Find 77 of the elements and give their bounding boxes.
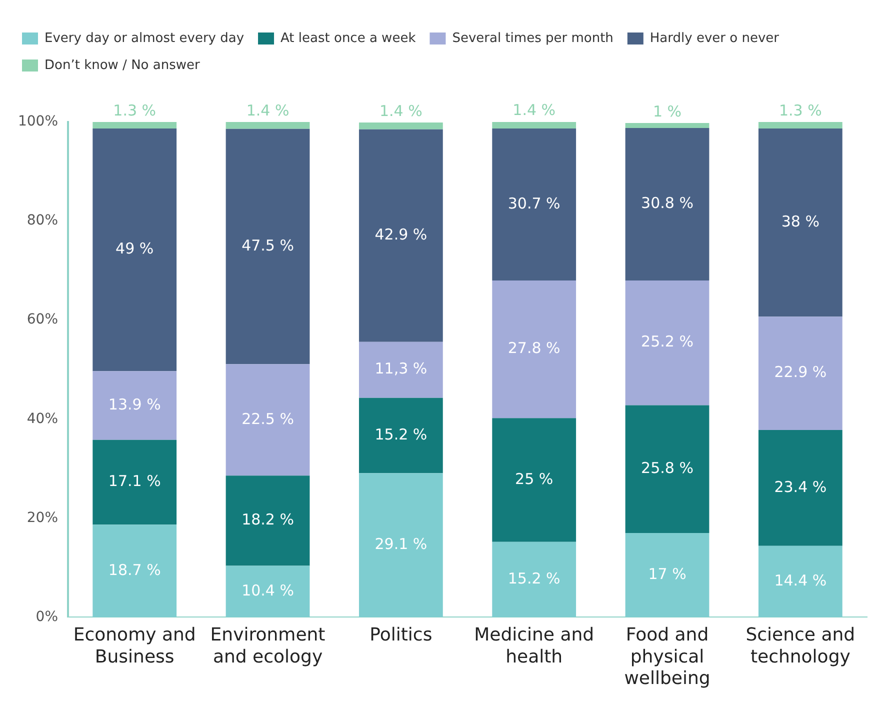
bar <box>358 122 443 130</box>
data-label: 14.4 % <box>774 571 827 590</box>
data-label: 18.7 % <box>108 560 161 579</box>
legend-label: At least once a week <box>280 30 416 46</box>
bar <box>758 128 842 317</box>
data-label: 17.1 % <box>108 472 161 490</box>
y-tick-label: 0% <box>36 608 58 625</box>
data-label: 1.3 % <box>778 101 822 120</box>
x-tick-label: Politics <box>370 624 432 646</box>
data-label: 11,3 % <box>374 360 428 378</box>
data-label: 22.5 % <box>242 410 294 428</box>
bar <box>226 128 310 364</box>
legend-label: Every day or almost every day <box>44 30 244 46</box>
bar <box>92 524 177 618</box>
bar <box>625 128 710 280</box>
bar <box>358 473 443 618</box>
data-label: 1.4 % <box>512 100 556 119</box>
bar <box>758 316 842 430</box>
legend-label: Several times per month <box>452 30 614 46</box>
bar <box>625 280 710 406</box>
data-label: 38 % <box>781 212 820 230</box>
data-label: 49 % <box>116 240 154 258</box>
bar <box>358 129 443 342</box>
bar <box>492 542 576 618</box>
data-label: 30.7 % <box>508 194 560 212</box>
bar <box>625 122 710 128</box>
bar <box>492 122 576 128</box>
data-label: 47.5 % <box>242 236 294 254</box>
data-label: 15.2 % <box>374 425 428 444</box>
data-label: 30.8 % <box>641 194 694 212</box>
y-tick-label: 60% <box>26 312 58 328</box>
x-tick-label: Medicine and health <box>474 624 594 668</box>
data-label: 22.9 % <box>774 363 827 382</box>
bar <box>226 476 310 566</box>
y-tick-label: 100% <box>18 114 58 130</box>
x-tick-label: Science and technology <box>746 624 856 668</box>
bar <box>92 122 177 128</box>
data-label: 27.8 % <box>508 339 560 358</box>
x-tick-label: Environment and ecology <box>210 624 326 668</box>
bar <box>226 566 310 618</box>
bar <box>625 405 710 534</box>
bar <box>492 128 576 280</box>
data-label: 29.1 % <box>374 535 428 554</box>
x-tick-label: Economy and Business <box>73 624 196 668</box>
bar <box>492 418 576 542</box>
bar <box>358 398 443 474</box>
bar <box>226 364 310 476</box>
data-label: 10.4 % <box>242 581 294 600</box>
data-label: 15.2 % <box>508 569 560 588</box>
y-tick-label: 20% <box>26 510 58 526</box>
y-tick-label: 40% <box>26 410 58 427</box>
legend-label: Hardly ever o never <box>650 30 780 46</box>
x-tick-label: Food and physical wellbeing <box>624 624 710 689</box>
bar <box>92 128 177 372</box>
bar <box>492 280 576 418</box>
data-label: 25.8 % <box>641 459 694 478</box>
bar <box>758 122 842 128</box>
data-label: 13.9 % <box>108 395 161 414</box>
data-label: 42.9 % <box>374 226 428 244</box>
bar <box>358 342 443 398</box>
data-label: 1.4 % <box>246 101 290 120</box>
data-label: 25 % <box>515 470 554 488</box>
data-label: 25.2 % <box>641 332 694 351</box>
data-label: 1.3 % <box>113 101 156 120</box>
data-label: 1.4 % <box>379 102 422 120</box>
bar <box>92 440 177 525</box>
data-label: 1 % <box>652 102 682 120</box>
data-label: 23.4 % <box>774 478 827 496</box>
y-tick-label: 80% <box>26 212 58 229</box>
bar <box>226 122 310 129</box>
bar <box>625 533 710 618</box>
data-label: 18.2 % <box>242 510 294 529</box>
legend-label: Don’t know / No answer <box>44 58 200 73</box>
bar <box>92 371 177 440</box>
bar <box>758 546 842 618</box>
bar <box>758 430 842 546</box>
data-label: 17 % <box>648 565 686 583</box>
